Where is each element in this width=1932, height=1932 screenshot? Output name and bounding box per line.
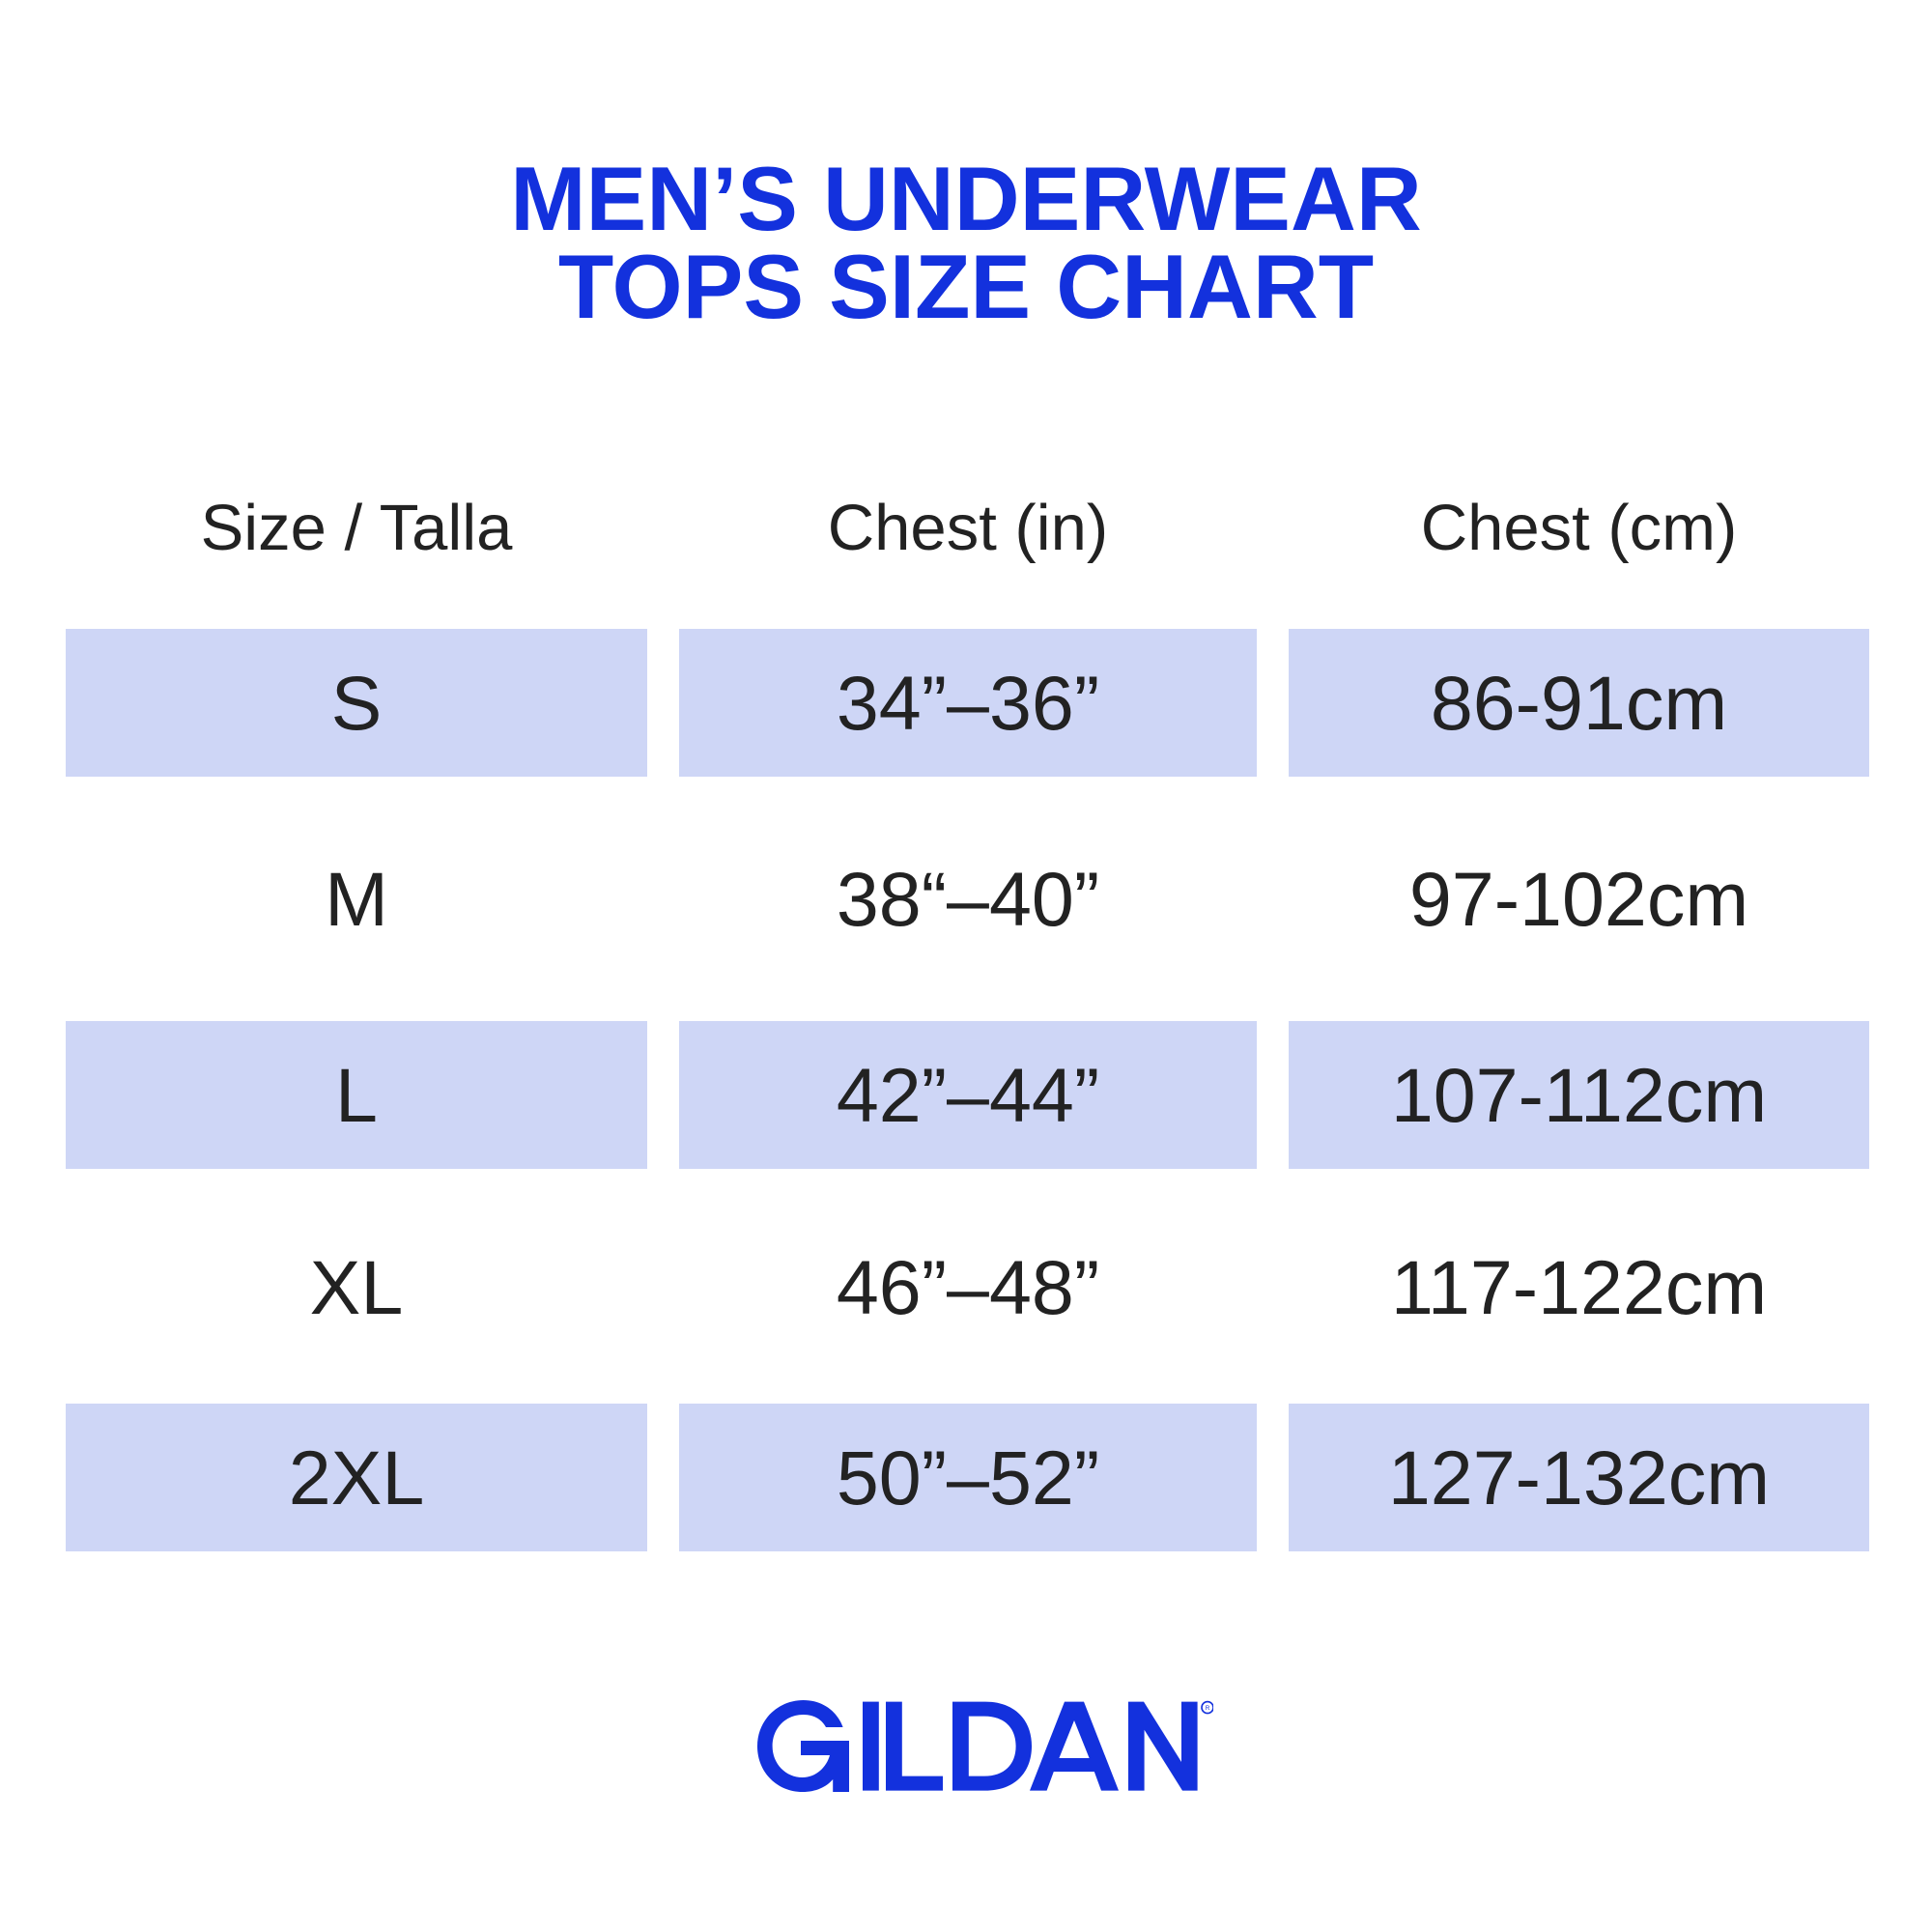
- svg-text:R: R: [1206, 1705, 1210, 1712]
